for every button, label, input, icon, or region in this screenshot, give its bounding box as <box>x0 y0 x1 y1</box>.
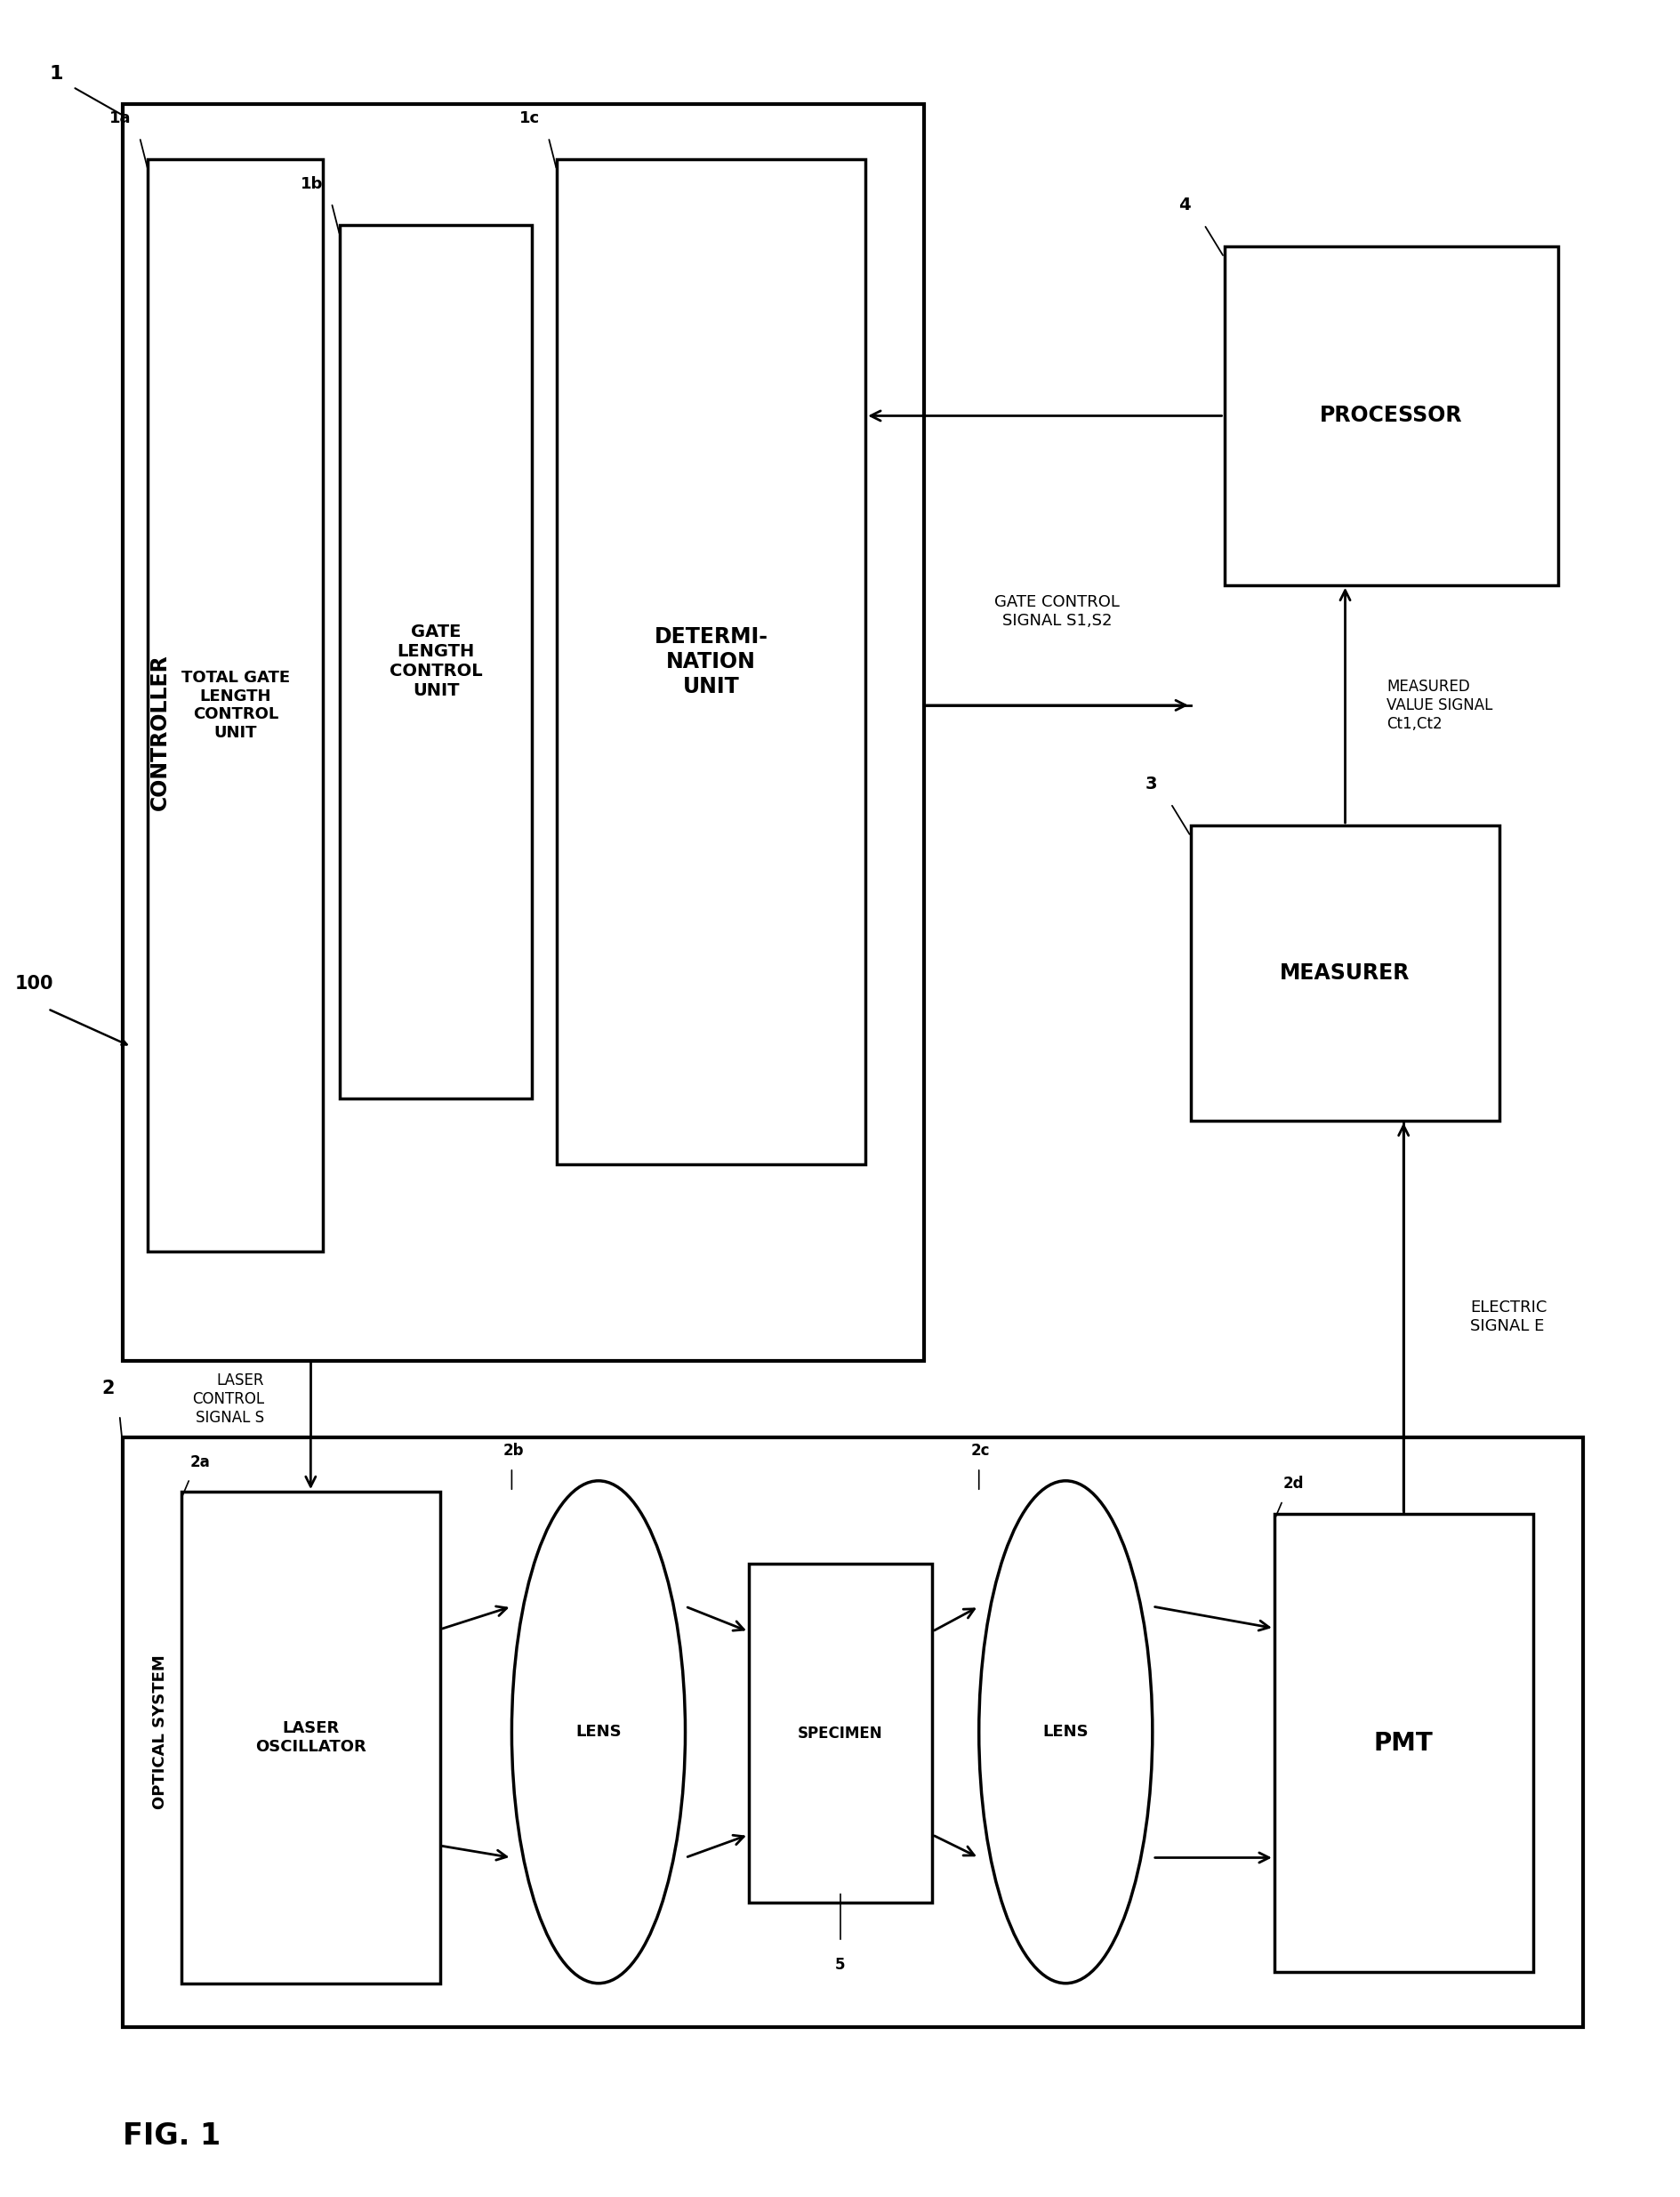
Text: 2a: 2a <box>190 1454 210 1470</box>
Text: GATE
LENGTH
CONTROL
UNIT: GATE LENGTH CONTROL UNIT <box>390 624 482 699</box>
Text: LENS: LENS <box>575 1725 622 1740</box>
Bar <box>148 158 323 1252</box>
Text: 2: 2 <box>102 1380 114 1397</box>
Text: 4: 4 <box>1178 198 1189 213</box>
Text: FIG. 1: FIG. 1 <box>123 2122 220 2151</box>
Text: 1c: 1c <box>519 110 539 127</box>
Text: OPTICAL SYSTEM: OPTICAL SYSTEM <box>151 1654 168 1810</box>
Text: CONTROLLER: CONTROLLER <box>150 655 170 811</box>
Text: 1: 1 <box>49 66 64 83</box>
Text: 2c: 2c <box>969 1443 990 1459</box>
Bar <box>181 1492 440 1984</box>
Text: LASER
OSCILLATOR: LASER OSCILLATOR <box>255 1720 366 1755</box>
Text: 1a: 1a <box>109 110 131 127</box>
Text: DETERMI-
NATION
UNIT: DETERMI- NATION UNIT <box>654 626 768 696</box>
Text: PMT: PMT <box>1373 1731 1433 1755</box>
Bar <box>1189 826 1499 1120</box>
Bar <box>123 1437 1583 2028</box>
Bar <box>556 158 865 1164</box>
Text: 2d: 2d <box>1282 1476 1302 1492</box>
Ellipse shape <box>978 1481 1152 1984</box>
Text: SPECIMEN: SPECIMEN <box>798 1725 882 1742</box>
Text: PROCESSOR: PROCESSOR <box>1319 404 1462 426</box>
Text: MEASURED
VALUE SIGNAL
Ct1,Ct2: MEASURED VALUE SIGNAL Ct1,Ct2 <box>1386 679 1492 732</box>
Bar <box>123 105 924 1360</box>
Text: ELECTRIC
SIGNAL E: ELECTRIC SIGNAL E <box>1470 1301 1546 1334</box>
Bar <box>1223 246 1557 584</box>
Text: TOTAL GATE
LENGTH
CONTROL
UNIT: TOTAL GATE LENGTH CONTROL UNIT <box>181 670 289 740</box>
Bar <box>1273 1514 1532 1973</box>
Text: 100: 100 <box>15 975 54 993</box>
Bar <box>339 224 531 1098</box>
Bar <box>748 1564 932 1903</box>
Text: GATE CONTROL
SIGNAL S1,S2: GATE CONTROL SIGNAL S1,S2 <box>995 595 1119 628</box>
Ellipse shape <box>511 1481 685 1984</box>
Text: LENS: LENS <box>1042 1725 1089 1740</box>
Text: 5: 5 <box>835 1958 845 1973</box>
Text: LASER
CONTROL
SIGNAL S: LASER CONTROL SIGNAL S <box>192 1373 264 1426</box>
Text: MEASURER: MEASURER <box>1280 962 1410 984</box>
Text: 2b: 2b <box>502 1443 524 1459</box>
Text: 3: 3 <box>1144 776 1158 793</box>
Text: 1b: 1b <box>301 176 323 191</box>
